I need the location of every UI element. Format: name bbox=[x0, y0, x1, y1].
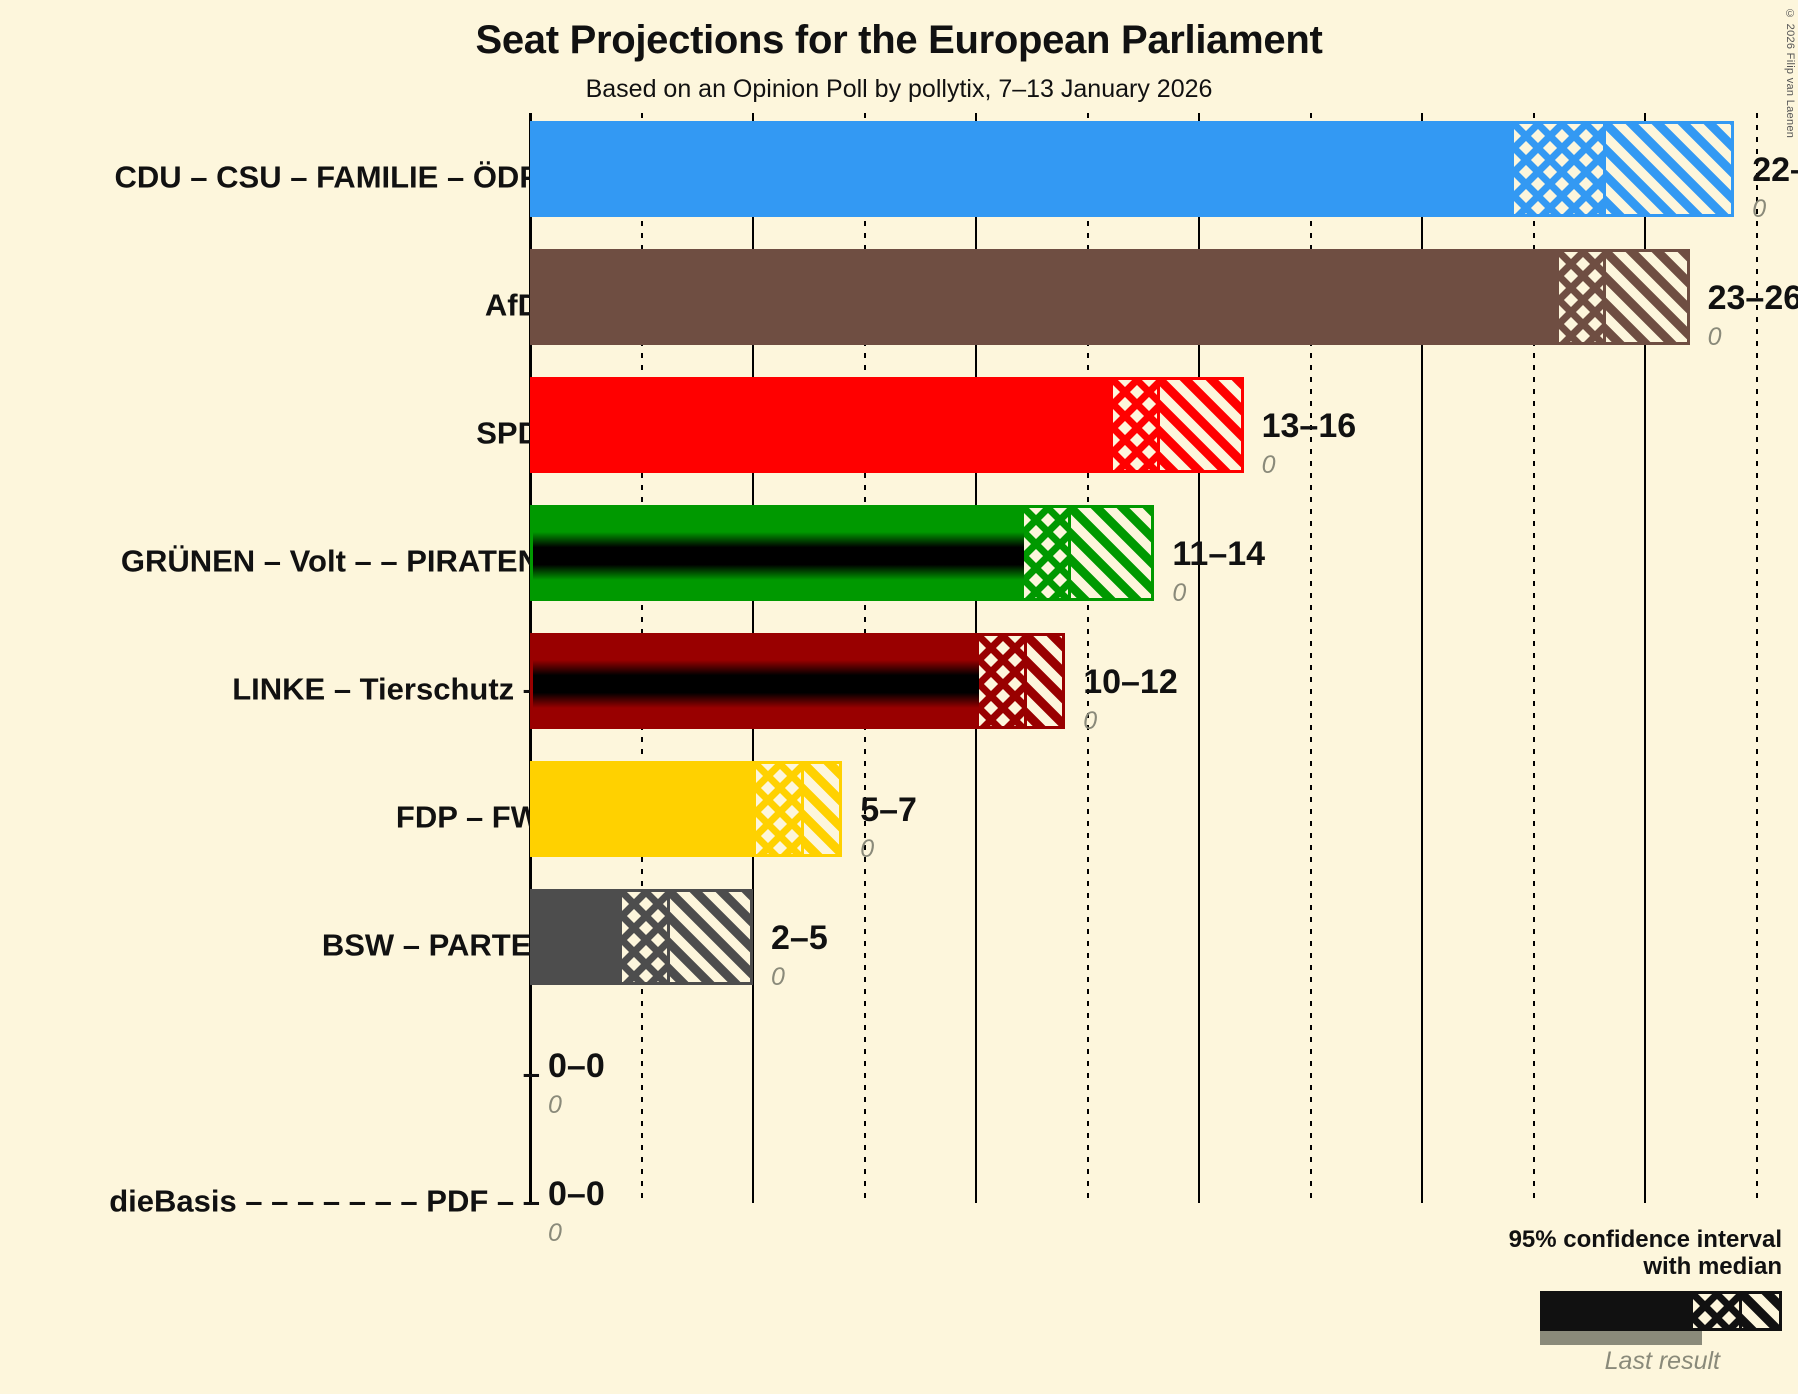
confidence-bar bbox=[530, 761, 843, 857]
row-label: AfD bbox=[484, 287, 540, 323]
bar-segment-median-range bbox=[622, 892, 667, 982]
legend-segment-upper-bound bbox=[1739, 1294, 1779, 1328]
legend-confidence-swatch bbox=[1540, 1291, 1782, 1331]
bar-segment-median-range bbox=[1112, 380, 1158, 470]
value-label: 13–16 bbox=[1261, 407, 1357, 445]
legend-last-result-swatch bbox=[1540, 1331, 1702, 1345]
bar-segment-median-range bbox=[1558, 252, 1604, 342]
gridline-major bbox=[1644, 113, 1646, 1203]
copyright-notice: © 2026 Filip van Laenen bbox=[1784, 8, 1796, 139]
bar-row: GRÜNEN – Volt – – PIRATEN 11–14 0 bbox=[0, 497, 1798, 625]
legend-title-line1: 95% confidence interval bbox=[1508, 1225, 1782, 1253]
bar-body bbox=[530, 121, 1735, 217]
bar-segment-upper-bound bbox=[1603, 252, 1687, 342]
bar-row: SPD 13–16 0 bbox=[0, 369, 1798, 497]
bar-row: CDU – CSU – FAMILIE – ÖDP 22–27 0 bbox=[0, 113, 1798, 241]
gridline-minor bbox=[1309, 113, 1312, 1203]
bar-row: AfD 23–26 0 bbox=[0, 241, 1798, 369]
bar-row: BSW – PARTEI 2–5 0 bbox=[0, 881, 1798, 1009]
value-label: 11–14 bbox=[1172, 535, 1266, 573]
value-label: 2–5 bbox=[771, 919, 828, 957]
legend-segment-lower-bound bbox=[1543, 1294, 1693, 1328]
bar-segment-median-range bbox=[756, 764, 801, 854]
legend-swatch-wrap bbox=[1422, 1291, 1782, 1345]
bar-segment-upper-bound bbox=[800, 764, 840, 854]
confidence-bar bbox=[530, 505, 1155, 601]
bar-segment-median-range bbox=[1023, 508, 1069, 598]
row-label: SPD bbox=[476, 415, 540, 451]
bar-body bbox=[530, 889, 753, 985]
row-label: GRÜNEN – Volt – – PIRATEN bbox=[120, 543, 540, 579]
value-label: 5–7 bbox=[860, 791, 917, 829]
value-label: 0–0 bbox=[548, 1047, 605, 1085]
last-result-value: 0 bbox=[1172, 579, 1187, 607]
value-label: 23–26 bbox=[1707, 279, 1798, 317]
gridline-major bbox=[1198, 113, 1200, 1203]
legend: 95% confidence interval with median Last… bbox=[1422, 1226, 1782, 1376]
bar-segment-lower-bound bbox=[533, 124, 1515, 214]
bar-segment-upper-bound bbox=[1068, 508, 1152, 598]
gridline-minor bbox=[1086, 113, 1089, 1203]
bar-segment-lower-bound bbox=[533, 252, 1559, 342]
confidence-bar bbox=[530, 377, 1244, 473]
bar-segment-upper-bound bbox=[1603, 124, 1732, 214]
bar-row: FDP – FW 5–7 0 bbox=[0, 753, 1798, 881]
bar-segment-median-range bbox=[979, 636, 1024, 726]
legend-title-line2: with median bbox=[1643, 1253, 1782, 1281]
bar-segment-lower-bound bbox=[533, 380, 1113, 470]
gridline-major bbox=[1421, 113, 1423, 1203]
bar-body bbox=[530, 249, 1690, 345]
plot-area: CDU – CSU – FAMILIE – ÖDP 22–27 0 AfD 23–26 0… bbox=[0, 113, 1798, 1246]
bar-body bbox=[530, 505, 1155, 601]
chart-subtitle: Based on an Opinion Poll by pollytix, 7–… bbox=[585, 75, 1213, 103]
row-label: BSW – PARTEI bbox=[321, 927, 540, 963]
last-result-value: 0 bbox=[548, 1219, 562, 1247]
confidence-bar bbox=[530, 121, 1735, 217]
gridline-minor bbox=[1532, 113, 1535, 1203]
bar-row: dieBasis – – – – – – – PDF – –0–0 0 bbox=[0, 1137, 1798, 1265]
row-label: LINKE – Tierschutz – bbox=[232, 671, 540, 707]
last-result-value: 0 bbox=[1707, 323, 1722, 351]
legend-last-result-caption: Last result bbox=[1604, 1347, 1720, 1375]
last-result-value: 0 bbox=[548, 1091, 562, 1119]
value-label: 22–27 bbox=[1752, 151, 1798, 189]
bar-segment-upper-bound bbox=[1157, 380, 1241, 470]
last-result-value: 0 bbox=[771, 963, 785, 991]
bar-segment-median-range bbox=[1514, 124, 1604, 214]
row-label: CDU – CSU – FAMILIE – ÖDP bbox=[114, 159, 540, 195]
row-label: – bbox=[522, 1055, 540, 1091]
bar-segment-lower-bound bbox=[533, 636, 979, 726]
legend-segment-median-range bbox=[1693, 1294, 1739, 1328]
value-label: 0–0 bbox=[548, 1175, 605, 1213]
value-label: 10–12 bbox=[1083, 663, 1178, 701]
row-label: FDP – FW bbox=[395, 799, 540, 835]
last-result-value: 0 bbox=[1261, 451, 1276, 479]
bar-body bbox=[530, 377, 1244, 473]
confidence-bar bbox=[530, 889, 753, 985]
confidence-bar bbox=[530, 633, 1066, 729]
bar-segment-upper-bound bbox=[666, 892, 750, 982]
bar-segment-lower-bound bbox=[533, 764, 756, 854]
row-label: dieBasis – – – – – – – PDF – – bbox=[109, 1183, 540, 1219]
bar-segment-upper-bound bbox=[1023, 636, 1063, 726]
last-result-value: 0 bbox=[1083, 707, 1098, 735]
bar-body bbox=[530, 633, 1066, 729]
confidence-bar bbox=[530, 249, 1690, 345]
bar-segment-lower-bound bbox=[533, 892, 623, 982]
chart-title: Seat Projections for the European Parlia… bbox=[475, 18, 1323, 62]
bar-segment-lower-bound bbox=[533, 508, 1024, 598]
bar-row: –0–0 0 bbox=[0, 1009, 1798, 1137]
gridline-minor bbox=[1755, 113, 1758, 1203]
last-result-value: 0 bbox=[860, 835, 875, 863]
bar-row: LINKE – Tierschutz – 10–12 0 bbox=[0, 625, 1798, 753]
bar-body bbox=[530, 761, 843, 857]
last-result-value: 0 bbox=[1752, 195, 1767, 223]
